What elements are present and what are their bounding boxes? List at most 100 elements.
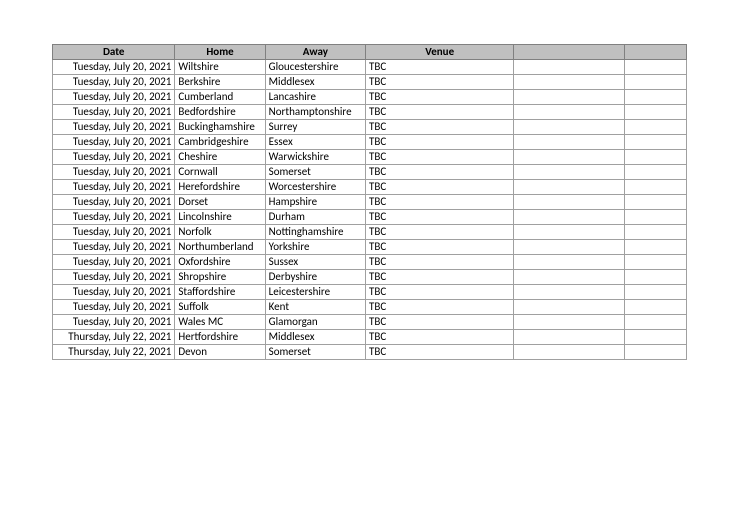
cell-venue: TBC [365, 300, 513, 315]
cell-x2 [624, 210, 686, 225]
cell-x2 [624, 345, 686, 360]
table-row: Tuesday, July 20, 2021BerkshireMiddlesex… [53, 75, 687, 90]
cell-away: Leicestershire [265, 285, 365, 300]
cell-date: Tuesday, July 20, 2021 [53, 165, 175, 180]
fixtures-table: Date Home Away Venue Tuesday, July 20, 2… [52, 44, 687, 360]
cell-date: Tuesday, July 20, 2021 [53, 90, 175, 105]
cell-away: Somerset [265, 165, 365, 180]
col-extra1 [514, 45, 624, 60]
table-row: Tuesday, July 20, 2021NorfolkNottinghams… [53, 225, 687, 240]
cell-date: Tuesday, July 20, 2021 [53, 240, 175, 255]
cell-x2 [624, 240, 686, 255]
cell-away: Northamptonshire [265, 105, 365, 120]
table-row: Tuesday, July 20, 2021CumberlandLancashi… [53, 90, 687, 105]
table-header: Date Home Away Venue [53, 45, 687, 60]
cell-date: Tuesday, July 20, 2021 [53, 180, 175, 195]
cell-date: Tuesday, July 20, 2021 [53, 300, 175, 315]
cell-x2 [624, 105, 686, 120]
cell-x2 [624, 120, 686, 135]
table-row: Tuesday, July 20, 2021DorsetHampshireTBC [53, 195, 687, 210]
cell-home: Bedfordshire [175, 105, 265, 120]
table-row: Tuesday, July 20, 2021WiltshireGlouceste… [53, 60, 687, 75]
cell-venue: TBC [365, 90, 513, 105]
col-date: Date [53, 45, 175, 60]
cell-venue: TBC [365, 60, 513, 75]
cell-x1 [514, 210, 624, 225]
cell-home: Suffolk [175, 300, 265, 315]
cell-x2 [624, 90, 686, 105]
col-extra2 [624, 45, 686, 60]
cell-away: Yorkshire [265, 240, 365, 255]
cell-date: Tuesday, July 20, 2021 [53, 285, 175, 300]
cell-venue: TBC [365, 285, 513, 300]
cell-away: Middlesex [265, 330, 365, 345]
cell-x1 [514, 285, 624, 300]
cell-home: Devon [175, 345, 265, 360]
cell-venue: TBC [365, 150, 513, 165]
cell-home: Shropshire [175, 270, 265, 285]
cell-home: Berkshire [175, 75, 265, 90]
cell-away: Nottinghamshire [265, 225, 365, 240]
cell-home: Dorset [175, 195, 265, 210]
table-row: Tuesday, July 20, 2021HerefordshireWorce… [53, 180, 687, 195]
cell-away: Hampshire [265, 195, 365, 210]
cell-venue: TBC [365, 165, 513, 180]
cell-x1 [514, 150, 624, 165]
cell-x1 [514, 315, 624, 330]
cell-home: Herefordshire [175, 180, 265, 195]
table-body: Tuesday, July 20, 2021WiltshireGlouceste… [53, 60, 687, 360]
cell-x1 [514, 120, 624, 135]
col-home: Home [175, 45, 265, 60]
cell-away: Gloucestershire [265, 60, 365, 75]
cell-away: Kent [265, 300, 365, 315]
cell-venue: TBC [365, 180, 513, 195]
cell-home: Hertfordshire [175, 330, 265, 345]
cell-date: Tuesday, July 20, 2021 [53, 255, 175, 270]
cell-date: Tuesday, July 20, 2021 [53, 315, 175, 330]
cell-away: Worcestershire [265, 180, 365, 195]
cell-away: Essex [265, 135, 365, 150]
cell-venue: TBC [365, 195, 513, 210]
table-row: Tuesday, July 20, 2021SuffolkKentTBC [53, 300, 687, 315]
cell-date: Tuesday, July 20, 2021 [53, 195, 175, 210]
cell-x1 [514, 225, 624, 240]
sheet: Date Home Away Venue Tuesday, July 20, 2… [0, 0, 746, 404]
cell-away: Surrey [265, 120, 365, 135]
cell-home: Lincolnshire [175, 210, 265, 225]
cell-away: Lancashire [265, 90, 365, 105]
cell-date: Tuesday, July 20, 2021 [53, 135, 175, 150]
table-row: Thursday, July 22, 2021HertfordshireMidd… [53, 330, 687, 345]
cell-date: Thursday, July 22, 2021 [53, 345, 175, 360]
cell-date: Tuesday, July 20, 2021 [53, 225, 175, 240]
cell-x1 [514, 60, 624, 75]
cell-away: Durham [265, 210, 365, 225]
cell-home: Staffordshire [175, 285, 265, 300]
table-row: Tuesday, July 20, 2021CornwallSomersetTB… [53, 165, 687, 180]
cell-x2 [624, 180, 686, 195]
cell-x1 [514, 345, 624, 360]
cell-x2 [624, 330, 686, 345]
col-venue: Venue [365, 45, 513, 60]
table-row: Thursday, July 22, 2021DevonSomersetTBC [53, 345, 687, 360]
cell-home: Wiltshire [175, 60, 265, 75]
cell-x2 [624, 135, 686, 150]
table-row: Tuesday, July 20, 2021LincolnshireDurham… [53, 210, 687, 225]
cell-date: Tuesday, July 20, 2021 [53, 75, 175, 90]
cell-x2 [624, 75, 686, 90]
cell-home: Norfolk [175, 225, 265, 240]
cell-venue: TBC [365, 210, 513, 225]
cell-x2 [624, 150, 686, 165]
table-row: Tuesday, July 20, 2021OxfordshireSussexT… [53, 255, 687, 270]
cell-away: Sussex [265, 255, 365, 270]
cell-home: Wales MC [175, 315, 265, 330]
cell-x2 [624, 300, 686, 315]
cell-away: Somerset [265, 345, 365, 360]
cell-x1 [514, 90, 624, 105]
cell-home: Buckinghamshire [175, 120, 265, 135]
cell-x2 [624, 225, 686, 240]
cell-venue: TBC [365, 240, 513, 255]
cell-home: Oxfordshire [175, 255, 265, 270]
cell-x1 [514, 300, 624, 315]
cell-venue: TBC [365, 270, 513, 285]
cell-home: Cheshire [175, 150, 265, 165]
